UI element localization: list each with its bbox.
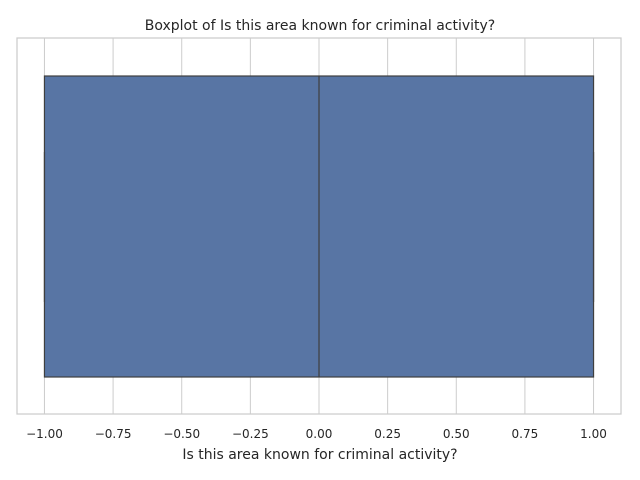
x-axis-label: Is this area known for criminal activity… [182,447,457,463]
x-tick-label: 0.75 [512,427,539,441]
plot-frame [16,37,622,415]
chart-title: Boxplot of Is this area known for crimin… [145,18,496,34]
x-tick-label: 0.00 [306,427,333,441]
x-tick-label: 0.50 [443,427,470,441]
x-tick-label: 0.25 [374,427,401,441]
x-tick-label: −0.50 [163,427,200,441]
x-tick-label: 1.00 [580,427,607,441]
x-tick-label: −1.00 [26,427,63,441]
x-tick-label: −0.25 [232,427,269,441]
boxplot [43,75,595,378]
x-axis-ticks: −1.00 −0.75 −0.50 −0.25 0.00 0.25 0.50 0.75 1.00 [26,427,607,441]
x-tick-label: −0.75 [95,427,132,441]
